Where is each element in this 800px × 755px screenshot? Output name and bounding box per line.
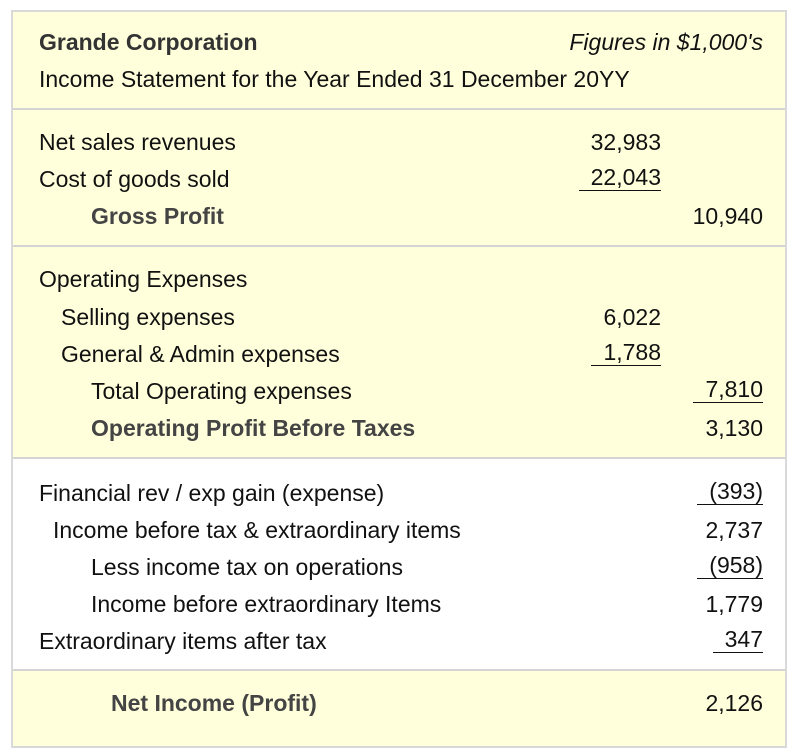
net-sales-value: 32,983 bbox=[590, 129, 661, 155]
income-before-extraordinary-value: 1,779 bbox=[705, 591, 763, 617]
total-operating-label: Total Operating expenses bbox=[91, 378, 352, 404]
net-income-section: Net Income (Profit) 2,126 bbox=[13, 671, 785, 746]
selling-value: 6,022 bbox=[603, 304, 661, 330]
net-income-value: 2,126 bbox=[705, 690, 763, 716]
extraordinary-value: 347 bbox=[712, 627, 763, 653]
net-income-label: Net Income (Profit) bbox=[111, 690, 317, 716]
gross-profit-value: 10,940 bbox=[692, 203, 763, 229]
operating-profit-label: Operating Profit Before Taxes bbox=[91, 415, 416, 441]
gross-profit-label: Gross Profit bbox=[91, 203, 224, 229]
financial-label: Financial rev / exp gain (expense) bbox=[39, 480, 385, 506]
company-name: Grande Corporation bbox=[39, 29, 258, 55]
section-divider bbox=[13, 669, 785, 671]
operating-section: Operating Expenses Selling expenses 6,02… bbox=[13, 247, 785, 457]
income-before-extraordinary-label: Income before extraordinary Items bbox=[91, 591, 442, 617]
revenue-section: Net sales revenues 32,983 Cost of goods … bbox=[13, 110, 785, 245]
ga-label: General & Admin expenses bbox=[61, 341, 340, 367]
section-divider bbox=[13, 245, 785, 247]
cogs-label: Cost of goods sold bbox=[39, 166, 230, 192]
operating-heading: Operating Expenses bbox=[39, 266, 248, 292]
financial-value: (393) bbox=[697, 479, 763, 505]
extraordinary-label: Extraordinary items after tax bbox=[39, 628, 327, 654]
income-tax-label: Less income tax on operations bbox=[91, 554, 403, 580]
income-tax-value: (958) bbox=[697, 553, 763, 579]
section-divider bbox=[13, 108, 785, 110]
statement-subtitle: Income Statement for the Year Ended 31 D… bbox=[39, 66, 630, 92]
figures-note: Figures in $1,000's bbox=[569, 29, 763, 55]
ga-value: 1,788 bbox=[591, 340, 661, 366]
income-before-tax-value: 2,737 bbox=[705, 517, 763, 543]
other-items-section: Financial rev / exp gain (expense) (393)… bbox=[13, 459, 785, 669]
income-before-tax-label: Income before tax & extraordinary items bbox=[53, 517, 461, 543]
operating-profit-value: 3,130 bbox=[705, 415, 763, 441]
header-section: Grande Corporation Figures in $1,000's I… bbox=[13, 12, 785, 108]
net-sales-label: Net sales revenues bbox=[39, 129, 236, 155]
section-divider bbox=[13, 457, 785, 459]
income-statement: Grande Corporation Figures in $1,000's I… bbox=[11, 10, 787, 748]
selling-label: Selling expenses bbox=[61, 304, 235, 330]
total-operating-value: 7,810 bbox=[693, 377, 763, 403]
cogs-value: 22,043 bbox=[578, 165, 661, 191]
